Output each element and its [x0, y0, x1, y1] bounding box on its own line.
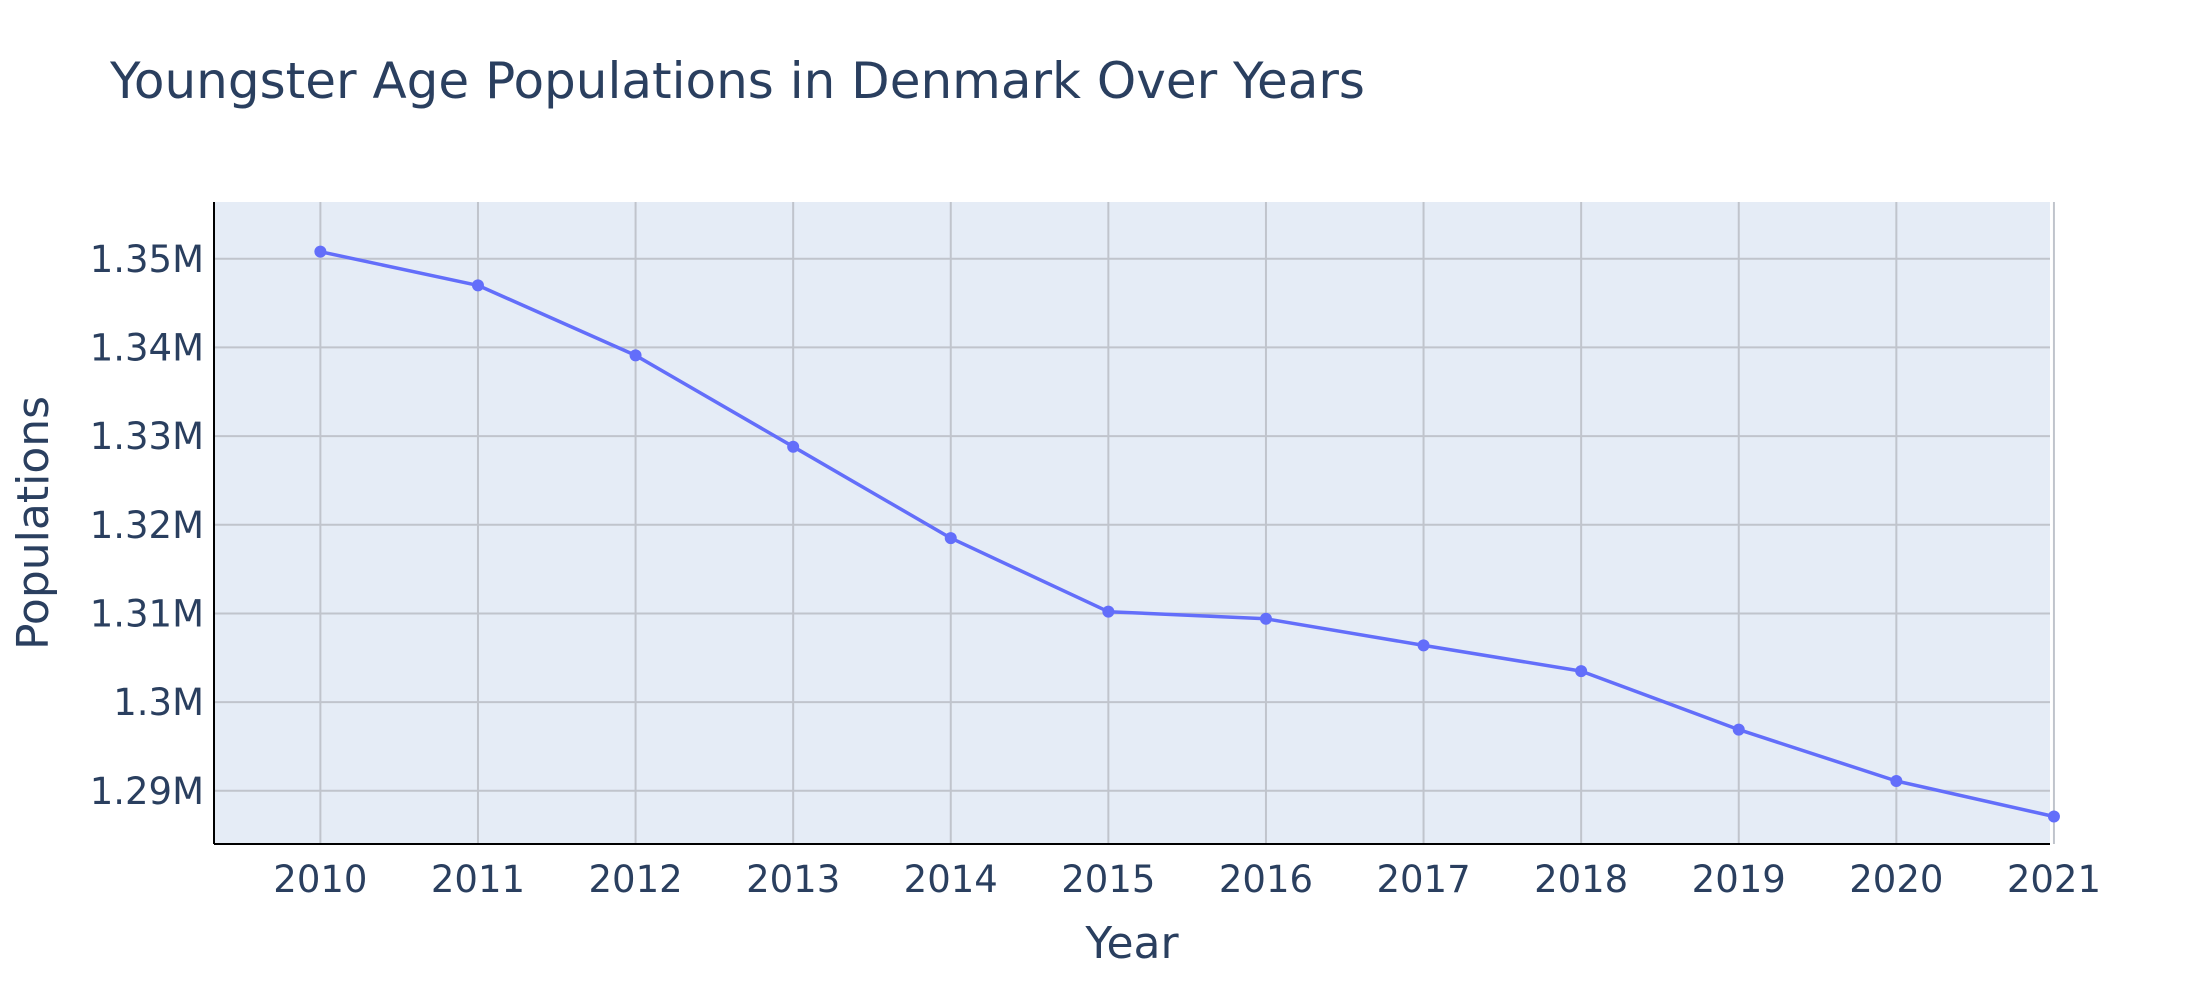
x-tick-label-2013: 2013	[746, 858, 840, 901]
axes	[213, 202, 2050, 845]
data-point-2011[interactable]	[471, 279, 484, 292]
y-tick-label-1.33M: 1.33M	[90, 415, 204, 458]
data-point-2018[interactable]	[1575, 665, 1588, 678]
data-point-2019[interactable]	[1732, 723, 1745, 736]
gridlines	[214, 202, 2055, 844]
x-tick-label-2018: 2018	[1534, 858, 1628, 901]
y-tick-label-1.34M: 1.34M	[90, 326, 204, 369]
data-point-2017[interactable]	[1417, 639, 1430, 652]
x-tick-label-2010: 2010	[273, 858, 367, 901]
y-tick-label-1.29M: 1.29M	[90, 770, 204, 813]
data-point-2014[interactable]	[944, 532, 957, 545]
chart-title: Youngster Age Populations in Denmark Ove…	[109, 52, 1365, 110]
x-tick-label-2016: 2016	[1219, 858, 1313, 901]
data-point-2020[interactable]	[1890, 775, 1903, 788]
data-point-2016[interactable]	[1259, 612, 1272, 625]
x-tick-label-2020: 2020	[1849, 858, 1943, 901]
tick-labels: 2010 2011 2012 2013 2014 2015 2016 2017 2018 2019…	[90, 238, 2101, 901]
x-tick-label-2015: 2015	[1061, 858, 1155, 901]
x-axis-title: Year	[1084, 918, 1179, 969]
data-point-2010[interactable]	[314, 245, 327, 258]
data-point-2015[interactable]	[1102, 605, 1115, 618]
series-layer	[314, 245, 2060, 823]
data-point-2012[interactable]	[629, 349, 642, 362]
x-tick-label-2012: 2012	[588, 858, 682, 901]
x-tick-label-2021: 2021	[2007, 858, 2101, 901]
data-point-2021[interactable]	[2047, 810, 2060, 823]
x-tick-label-2017: 2017	[1376, 858, 1470, 901]
x-tick-label-2019: 2019	[1692, 858, 1786, 901]
x-tick-label-2011: 2011	[431, 858, 525, 901]
y-tick-label-1.35M: 1.35M	[90, 238, 204, 281]
y-tick-label-1.31M: 1.31M	[90, 592, 204, 635]
data-point-2013[interactable]	[787, 440, 800, 453]
plot-background	[214, 202, 2050, 844]
y-axis-title: Populations	[8, 396, 59, 650]
y-tick-label-1.3M: 1.3M	[113, 681, 204, 724]
y-tick-label-1.32M: 1.32M	[90, 504, 204, 547]
x-tick-label-2014: 2014	[904, 858, 998, 901]
series-line-0	[320, 249, 2055, 819]
